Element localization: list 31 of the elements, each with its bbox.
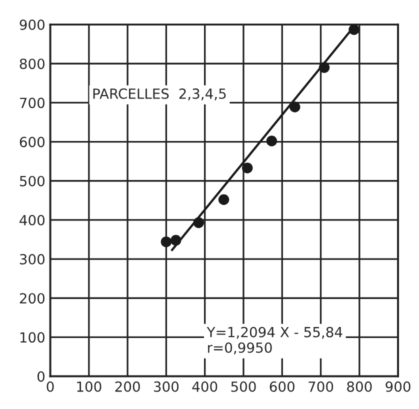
x-tick-label: 500 (231, 381, 256, 392)
annotation: Y=1,2094 X - 55,84 r=0,9950 (206, 326, 342, 354)
y-tick-label: 700 (20, 98, 44, 108)
x-tick-label: 200 (115, 381, 140, 392)
point (170, 234, 182, 246)
point (193, 217, 204, 228)
y-tick-label: 500 (20, 176, 44, 186)
point (218, 194, 230, 206)
x-tick-label: 800 (347, 381, 372, 392)
y-tick-label: 400 (20, 214, 44, 226)
point (160, 236, 172, 248)
point (290, 102, 300, 112)
x-tick-label: 700 (308, 381, 334, 392)
y-tick-label: 200 (20, 293, 44, 304)
point (318, 62, 330, 73)
x-tick-label: 900 (386, 381, 410, 392)
x-tick-label: 100 (77, 381, 102, 392)
y-tick-label: 100 (20, 332, 44, 343)
y-tick-label: 600 (20, 136, 44, 148)
point (348, 24, 360, 35)
x-tick-label: 600 (270, 381, 294, 392)
x-tick-label: 400 (192, 381, 218, 392)
x-tick-label: 300 (154, 381, 179, 392)
point (242, 162, 253, 174)
point (266, 136, 278, 146)
y-tick-label: 900 (20, 20, 44, 30)
x-tick-label: 0 (46, 381, 54, 392)
y-tick-label: 800 (20, 58, 44, 70)
y-tick-label: 0 (38, 371, 44, 382)
annotation: PARCELLES 2,3,4,5 (93, 88, 226, 100)
y-tick-label: 300 (20, 254, 44, 265)
